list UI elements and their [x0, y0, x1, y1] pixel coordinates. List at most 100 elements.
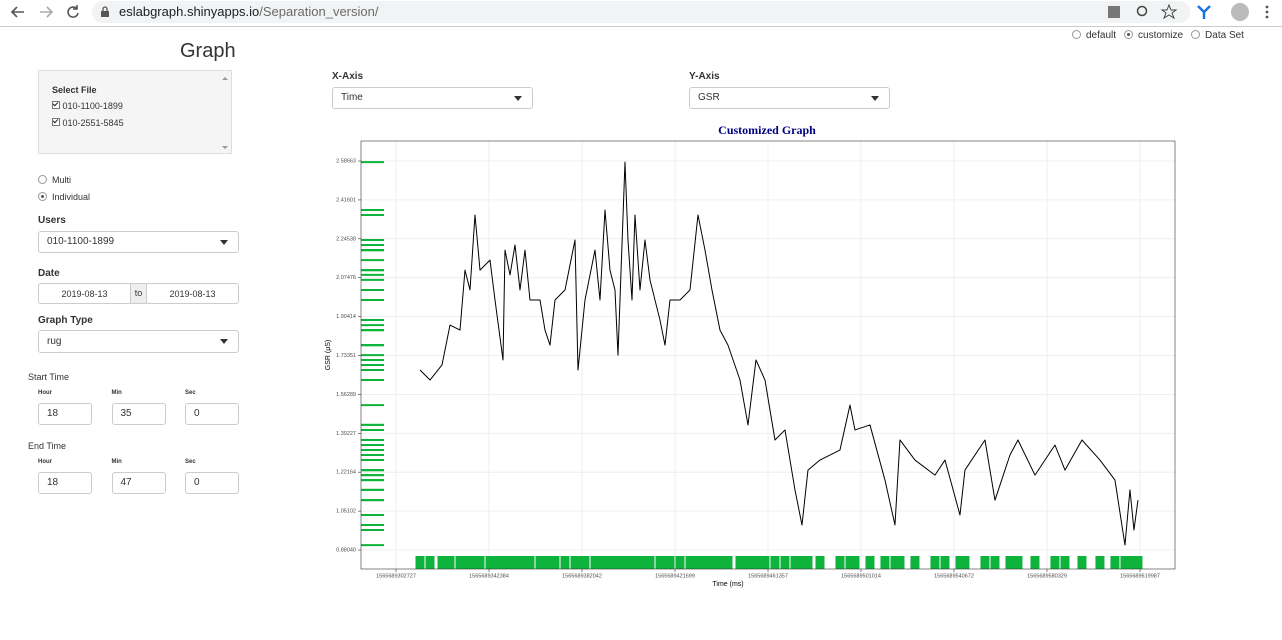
file-option[interactable]: 010-1100-1899 [52, 101, 123, 111]
y-tick-label: 1.05102 [336, 509, 356, 515]
time-input[interactable]: 18 [38, 403, 92, 425]
time-input[interactable]: 18 [38, 472, 92, 494]
x-tick-label: 1565689382042 [562, 573, 602, 579]
view-radio-group: Multi Individual [38, 175, 90, 209]
zoom-icon[interactable] [1136, 5, 1148, 17]
radio-button[interactable] [38, 192, 47, 201]
time-value: 47 [120, 477, 132, 488]
mode-radio-group: default customize Data Set [1072, 30, 1272, 42]
view-label: Multi [52, 175, 72, 185]
translate-icon[interactable] [1108, 6, 1120, 18]
browser-bar: eslabgraph.shinyapps.io/Separation_versi… [0, 0, 1282, 27]
radio-button[interactable] [1191, 30, 1201, 39]
date-from-input[interactable]: 2019-08-13 [38, 283, 131, 304]
date-to-input[interactable]: 2019-08-13 [146, 283, 239, 304]
time-field-label: Hour [38, 459, 52, 465]
file-name: 010-2551-5845 [62, 118, 124, 128]
radio-button[interactable] [38, 175, 47, 184]
time-label: Start Time [28, 372, 70, 382]
date-label: Date [38, 268, 60, 279]
select-file-label: Select File [52, 85, 97, 95]
mode-option[interactable]: customize [1124, 30, 1183, 41]
x-tick-label: 1565689302727 [376, 573, 416, 579]
x-tick-label: 1565689501014 [841, 573, 881, 579]
forward-button[interactable] [40, 6, 54, 18]
y-axis-value: GSR [698, 92, 720, 103]
data-line [419, 161, 1139, 546]
y-tick-label: 2.41601 [336, 197, 356, 203]
bookmark-icon[interactable] [1160, 4, 1178, 20]
reload-button[interactable] [67, 5, 79, 18]
x-tick-label: 1565689342384 [469, 573, 509, 579]
chart: Customized Graph 0.88040 1.05102 1.22164 1.… [325, 123, 1176, 588]
y-tick-label: 2.58663 [336, 158, 356, 164]
url-host: eslabgraph.shinyapps.io [119, 4, 260, 19]
date-to: 2019-08-13 [169, 289, 216, 299]
x-tick-label: 1565689421699 [655, 573, 695, 579]
y-tick-label: 1.22164 [336, 470, 356, 476]
chart-group: Customized Graph 0.88040 1.05102 1.22164 1.… [325, 123, 1176, 588]
view-option[interactable]: Individual [38, 192, 90, 209]
mode-label: default [1086, 30, 1117, 41]
radio-button[interactable] [1124, 30, 1134, 39]
y-axis-title: GSR (µS) [325, 340, 332, 370]
file-panel: Select File 010-1100-1899 010-2551-5845 [38, 70, 232, 154]
lock-icon [101, 6, 109, 17]
x-tick-label: 1565689540672 [934, 573, 974, 579]
time-value: 18 [47, 408, 59, 419]
extension-icon[interactable] [1197, 5, 1211, 19]
sidebar-title: Graph [180, 40, 236, 62]
time-field-label: Min [111, 390, 122, 396]
users-value: 010-1100-1899 [47, 236, 115, 247]
time-input[interactable]: 0 [185, 403, 239, 425]
address-bar[interactable]: eslabgraph.shinyapps.io/Separation_versi… [92, 1, 1190, 23]
graph-type-select[interactable]: rug [38, 330, 239, 353]
time-field-label: Sec [185, 459, 196, 465]
y-tick-label: 0.88040 [336, 547, 356, 553]
view-label: Individual [52, 192, 91, 202]
toolbar-icons [1197, 3, 1269, 21]
time-field-label: Min [111, 459, 122, 465]
file-option[interactable]: 010-2551-5845 [52, 118, 124, 128]
url-path: /Separation_version/ [259, 4, 379, 19]
date-from: 2019-08-13 [61, 289, 108, 299]
x-axis-value: Time [341, 92, 363, 103]
nav-icons [10, 5, 79, 18]
chart-title: Customized Graph [718, 123, 816, 137]
y-tick-label: 1.73351 [336, 353, 356, 359]
time-value: 18 [47, 477, 59, 488]
graph-type-value: rug [47, 336, 62, 347]
time-input[interactable]: 35 [111, 403, 166, 425]
time-value: 0 [194, 477, 200, 488]
y-axis-select[interactable]: GSR [689, 87, 890, 109]
time-value: 0 [194, 408, 200, 419]
x-axis-select[interactable]: Time [332, 87, 533, 109]
file-name: 010-1100-1899 [62, 101, 123, 111]
view-option[interactable]: Multi [38, 175, 90, 192]
plot-border [360, 140, 1176, 570]
time-field-label: Hour [38, 390, 52, 396]
y-tick-label: 1.39227 [336, 431, 356, 437]
profile-icon[interactable] [1231, 3, 1249, 21]
x-axis-title: Time (ms) [712, 581, 743, 588]
y-tick-label: 2.24538 [336, 236, 356, 242]
graph-type-label: Graph Type [38, 315, 93, 326]
y-axis-label: Y-Axis [689, 71, 720, 82]
mode-option[interactable]: default [1072, 30, 1116, 41]
users-label: Users [38, 215, 66, 226]
x-tick-label: 1565689619987 [1120, 573, 1160, 579]
x-tick-label: 1565689580329 [1027, 573, 1067, 579]
users-select[interactable]: 010-1100-1899 [38, 231, 239, 253]
time-input[interactable]: 0 [185, 472, 239, 494]
y-tick-label: 2.07476 [336, 275, 356, 281]
y-tick-label: 1.56289 [336, 392, 356, 398]
time-input[interactable]: 47 [111, 472, 166, 494]
mode-label: customize [1138, 30, 1184, 41]
back-button[interactable] [10, 6, 24, 18]
scrollbar[interactable] [221, 75, 229, 151]
mode-option[interactable]: Data Set [1191, 30, 1244, 41]
x-axis-label: X-Axis [332, 71, 364, 82]
date-separator: to [130, 283, 147, 304]
radio-button[interactable] [1072, 30, 1081, 39]
